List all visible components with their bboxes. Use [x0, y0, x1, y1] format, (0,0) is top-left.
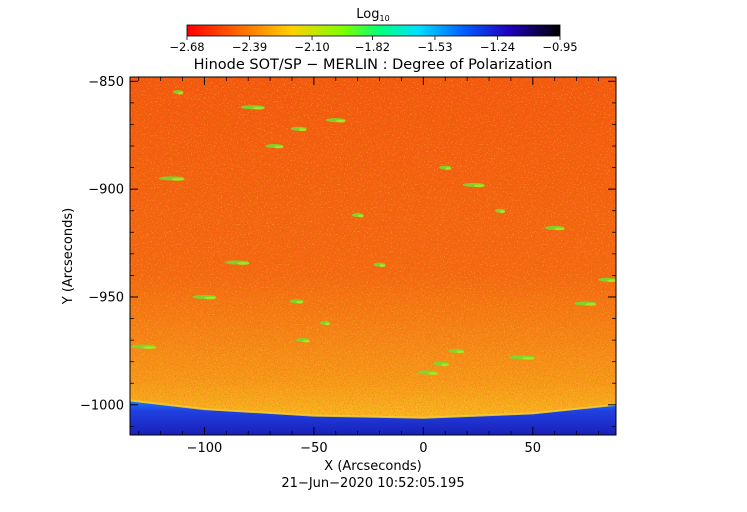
x-tick-label: 50	[525, 441, 542, 456]
polarization-patch-core	[585, 303, 597, 306]
polarization-patch-core	[204, 296, 217, 300]
x-axis: −100 −50 0 50	[138, 77, 599, 456]
plot-frame	[129, 76, 617, 436]
polarization-patch-core	[237, 262, 250, 265]
disk-texture-yellow	[130, 77, 616, 435]
y-axis: −850 −900 −950 −1000	[80, 75, 616, 427]
polarization-patch-core	[357, 214, 364, 218]
polarization-patch-core	[499, 210, 505, 214]
colorbar-tick-label: −2.68	[169, 40, 204, 54]
colorbar-gradient	[186, 24, 561, 37]
polarization-patch-core	[324, 322, 330, 326]
y-tick-label: −850	[88, 75, 124, 90]
colorbar-tick-label: −2.39	[232, 40, 267, 54]
colorbar-tick-label: −0.95	[542, 40, 577, 54]
polarization-patches	[130, 90, 616, 375]
polarization-patch-core	[379, 264, 386, 268]
polarization-patch-core	[335, 119, 346, 123]
chart-title: Hinode SOT/SP − MERLIN : Degree of Polar…	[194, 57, 553, 73]
x-axis-label: X (Arcseconds)	[324, 459, 421, 474]
polarization-patch-core	[171, 177, 185, 181]
polarization-patch-core	[554, 227, 565, 231]
polarization-patch-core	[607, 279, 616, 283]
colorbar-label-subscript: 10	[380, 14, 390, 23]
polarization-patch-core	[302, 339, 310, 343]
x-tick-label: −50	[300, 441, 327, 456]
colorbar-ticks: −2.68 −2.39 −2.10 −1.82 −1.53 −1.24 −0.95	[169, 36, 578, 54]
colorbar-tick-label: −1.53	[417, 40, 452, 54]
polarization-patch-core	[427, 372, 438, 375]
y-tick-label: −900	[88, 183, 124, 198]
colorbar-tick-label: −1.24	[480, 40, 515, 54]
limb-edge	[130, 399, 616, 419]
timestamp: 21−Jun−2020 10:52:05.195	[281, 476, 464, 491]
limb-region	[130, 400, 616, 435]
y-tick-label: −1000	[80, 398, 124, 413]
polarization-patch-core	[473, 184, 485, 188]
polarization-patch-core	[178, 91, 184, 95]
x-tick-label: −100	[187, 441, 223, 456]
colorbar: Log10 −2.68 −2.39 −2.10 −1.82 −1.53 −1.24 −0.9…	[169, 7, 577, 54]
y-axis-label: Y (Arcseconds)	[61, 208, 76, 305]
polarization-patch-core	[521, 356, 535, 360]
polarization-patch-core	[456, 350, 465, 354]
colorbar-label: Log10	[356, 7, 389, 23]
polarization-patch-core	[440, 363, 449, 367]
polarization-patch-core	[143, 346, 157, 349]
polarization-patch-core	[298, 128, 307, 132]
colorbar-tick-label: −2.10	[294, 40, 329, 54]
heatmap-image	[130, 77, 616, 435]
y-tick-label: −950	[88, 290, 124, 305]
colorbar-label-base: Log	[356, 7, 379, 22]
polarization-patch-core	[296, 300, 304, 304]
polarization-patch-core	[445, 167, 452, 170]
polarization-patch-core	[274, 145, 284, 149]
x-tick-label: 0	[419, 441, 427, 456]
colorbar-tick-label: −1.82	[355, 40, 390, 54]
polarization-patch-core	[252, 106, 265, 110]
